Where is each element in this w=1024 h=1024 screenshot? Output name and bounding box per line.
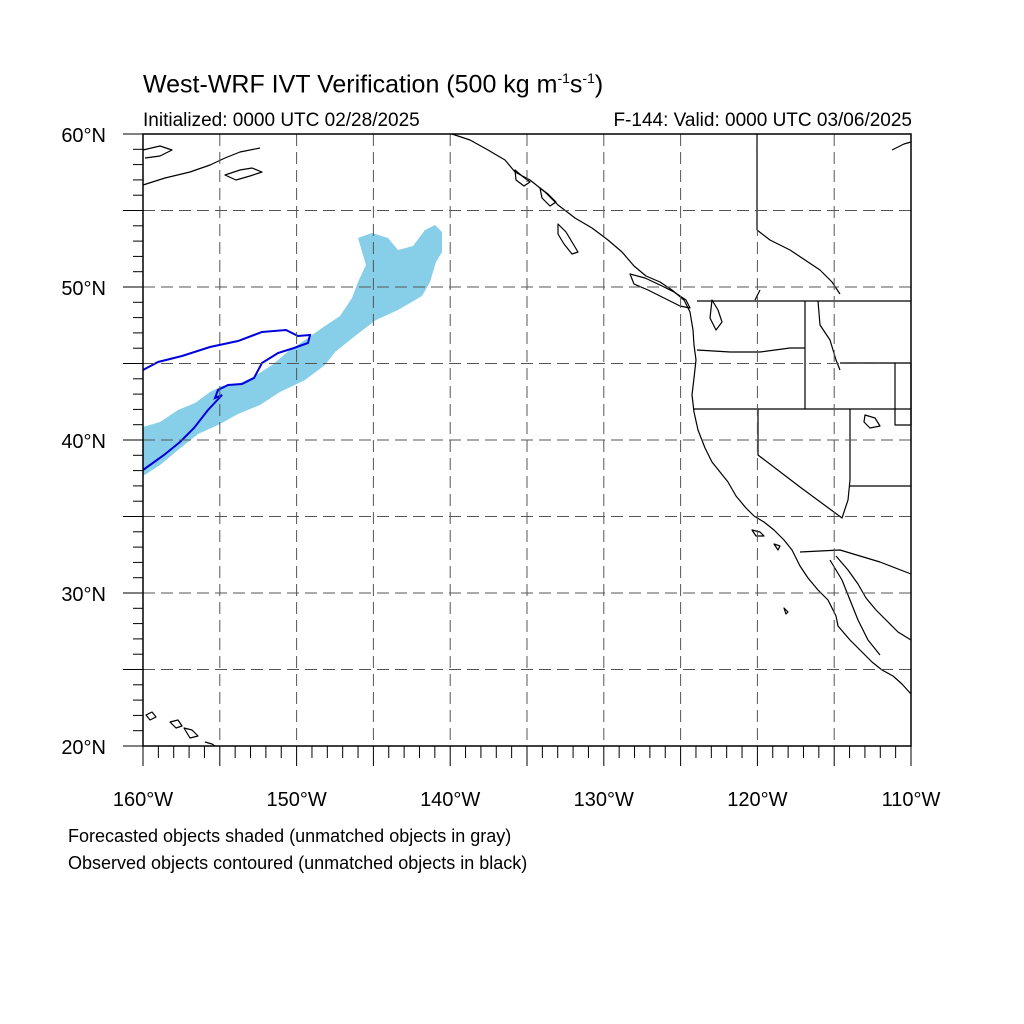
coastline-segment (894, 362, 912, 426)
coastline-segment (756, 134, 841, 295)
coastline-segment (145, 711, 157, 721)
coastline-segment (696, 347, 805, 353)
coastline-segment (451, 133, 912, 695)
forecast-ivt-object (143, 225, 442, 476)
initialized-time: Initialized: 0000 UTC 02/28/2025 (143, 110, 420, 131)
coastline-segment (142, 147, 261, 186)
coastline-segment (183, 727, 199, 739)
longitude-labels: 160°W 150°W 140°W 130°W 120°W 110°W (113, 789, 941, 811)
coastline-segment (829, 559, 881, 656)
valid-time: F-144: Valid: 0000 UTC 03/06/2025 (613, 110, 912, 131)
coastline-segment (891, 141, 912, 151)
lat-label: 20°N (61, 737, 106, 759)
lat-label: 40°N (61, 431, 106, 453)
coastline-segment (835, 555, 912, 641)
lat-label: 60°N (61, 125, 106, 147)
coastline-segment (863, 414, 881, 429)
lon-label: 160°W (113, 789, 173, 811)
legend-note-observed: Observed objects contoured (unmatched ob… (68, 853, 528, 873)
coastline-segment (799, 549, 912, 575)
coastline-segment (817, 300, 841, 371)
lat-label: 50°N (61, 278, 106, 300)
lon-label: 150°W (266, 789, 326, 811)
coastline-segment (783, 607, 789, 615)
coastline-segment (514, 169, 531, 187)
coastline-segment (709, 299, 723, 331)
coastline-segment (773, 543, 781, 551)
graticule (143, 134, 911, 746)
coastline-segment (757, 409, 851, 519)
coastline-segment (224, 167, 263, 181)
coastline-segment (629, 273, 691, 309)
coastline-segment (142, 145, 173, 159)
lon-label: 110°W (882, 789, 941, 811)
coastline-segment (539, 187, 557, 207)
chart-title: West-WRF IVT Verification (500 kg m-1s-1… (143, 70, 604, 99)
lon-label: 120°W (727, 789, 787, 811)
lat-label: 30°N (61, 584, 106, 606)
latitude-labels: 20°N 30°N 40°N 50°N 60°N (61, 125, 106, 759)
lon-label: 130°W (574, 789, 634, 811)
legend-note-forecast: Forecasted objects shaded (unmatched obj… (68, 826, 512, 846)
coastline-layer (142, 133, 912, 747)
coastline-segment (557, 223, 579, 255)
lon-label: 140°W (420, 789, 480, 811)
coastline-segment (751, 529, 765, 537)
axis-ticks (123, 133, 912, 766)
coastline-segment (169, 719, 183, 729)
coastline-segment (754, 289, 761, 301)
